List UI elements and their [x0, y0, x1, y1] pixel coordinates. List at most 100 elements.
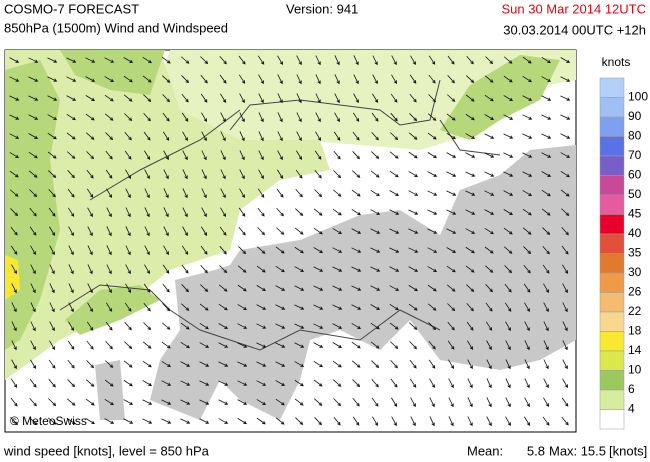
wind-arrow: [182, 188, 188, 199]
wind-arrow: [275, 265, 285, 273]
wind-arrow: [523, 264, 531, 274]
wind-arrow: [486, 359, 492, 370]
wind-arrow: [562, 283, 568, 294]
wind-arrow: [389, 151, 399, 159]
wind-arrow: [371, 397, 379, 407]
wind-arrow: [238, 55, 246, 65]
wind-arrow: [466, 302, 474, 312]
wind-arrow: [28, 57, 39, 63]
wind-arrow: [68, 245, 74, 256]
wind-arrow: [47, 132, 57, 140]
wind-arrow: [182, 131, 188, 142]
wind-arrow: [85, 398, 95, 406]
wind-arrow: [30, 302, 36, 313]
wind-arrow: [11, 283, 17, 294]
wind-arrow: [484, 190, 495, 196]
wind-arrow: [48, 359, 56, 369]
wind-arrow: [522, 95, 533, 101]
wind-arrow: [524, 416, 531, 426]
wind-arrow: [410, 55, 416, 66]
wind-arrow: [543, 397, 550, 407]
wind-arrow: [448, 397, 454, 408]
wind-arrow: [142, 56, 152, 64]
wind-arrow: [484, 246, 494, 254]
wind-arrow: [9, 170, 19, 178]
wind-arrow: [67, 359, 75, 369]
wind-arrow: [142, 75, 152, 83]
wind-arrow: [332, 208, 342, 216]
wind-arrow: [352, 379, 361, 388]
wind-arrow: [371, 378, 379, 388]
wind-arrow: [9, 114, 20, 120]
footer-unit: [knots]: [609, 443, 647, 458]
wind-arrow: [199, 303, 209, 311]
wind-arrow: [294, 304, 305, 310]
wind-arrow: [561, 245, 569, 255]
wind-arrow: [218, 380, 229, 386]
wind-arrow: [314, 150, 322, 160]
wind-arrow: [371, 360, 380, 369]
wind-arrow: [390, 378, 398, 388]
wind-arrow: [427, 284, 437, 292]
wind-arrow: [503, 190, 514, 196]
wind-arrow: [334, 74, 340, 85]
wind-arrow: [143, 283, 151, 293]
wind-arrow: [409, 113, 418, 122]
wind-arrow: [67, 207, 75, 217]
wind-arrow: [239, 112, 245, 123]
wind-arrow: [220, 188, 226, 199]
wind-arrow: [66, 398, 76, 406]
wind-arrow: [351, 228, 362, 234]
wind-arrow: [505, 340, 511, 351]
wind-arrow: [561, 397, 569, 407]
legend-swatch: [599, 370, 625, 391]
wind-arrow: [220, 112, 226, 123]
wind-arrow: [277, 93, 283, 104]
wind-arrow: [161, 75, 171, 83]
wind-arrow: [391, 55, 397, 66]
wind-arrow: [239, 169, 245, 180]
legend-swatch: [599, 311, 625, 332]
wind-arrow: [104, 379, 114, 387]
footer-mean-label: Mean:: [467, 443, 503, 458]
wind-arrow: [68, 321, 74, 332]
wind-arrow: [29, 378, 37, 388]
wind-arrow: [313, 342, 324, 348]
wind-arrow: [9, 95, 20, 101]
wind-arrow: [465, 152, 476, 158]
wind-arrow: [408, 303, 418, 311]
wind-arrow: [561, 227, 569, 236]
wind-arrow: [313, 208, 323, 216]
wind-arrow: [484, 209, 495, 215]
wind-arrow: [448, 359, 454, 370]
wind-arrow: [408, 322, 418, 330]
wind-arrow: [543, 378, 549, 389]
wind-arrow: [163, 226, 169, 237]
wind-arrow: [484, 227, 494, 235]
wind-arrow: [239, 131, 245, 142]
wind-arrow: [180, 322, 190, 330]
wind-arrow: [486, 378, 492, 389]
wind-arrow: [503, 246, 513, 254]
wind-arrow: [541, 171, 552, 177]
wind-arrow: [389, 266, 400, 272]
legend-label: 22: [628, 304, 642, 318]
wind-arrow: [486, 416, 492, 427]
wind-arrow: [313, 227, 323, 235]
wind-arrow: [256, 342, 267, 348]
wind-arrow: [505, 397, 511, 408]
wind-arrow: [562, 340, 568, 351]
wind-area: [440, 55, 560, 140]
wind-arrow: [201, 226, 208, 236]
wind-arrow: [332, 379, 342, 387]
wind-arrow: [49, 321, 55, 332]
wind-arrow: [332, 247, 343, 253]
wind-arrow: [389, 209, 400, 215]
wind-arrow: [87, 245, 93, 256]
wind-arrow: [29, 189, 38, 198]
wind-arrow: [484, 75, 494, 83]
wind-arrow: [66, 76, 77, 82]
wind-arrow: [9, 152, 20, 159]
wind-arrow: [125, 264, 131, 275]
wind-arrow: [427, 152, 437, 159]
